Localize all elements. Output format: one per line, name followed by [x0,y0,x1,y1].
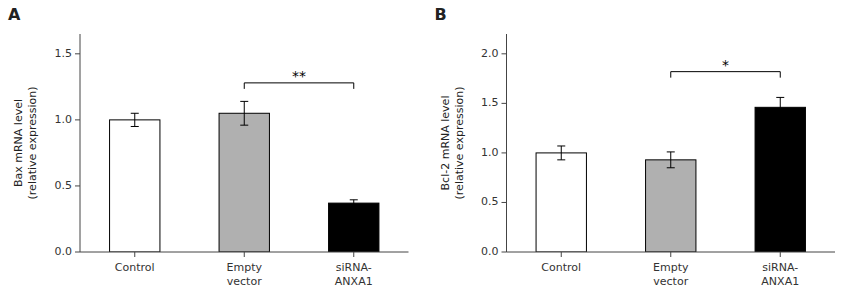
y-tick [75,53,80,54]
y-tick [502,53,507,54]
significance-label: * [722,57,729,73]
y-tick-label: 1.5 [481,96,499,109]
y-tick-label: 1.5 [55,47,73,60]
y-tick-label: 1.0 [481,146,499,159]
panel: B 0.0 0.5 1.0 1.5 2.0 Bcl-2 mRNA level(relativ… [435,5,836,288]
y-tick-label: 0.5 [55,179,73,192]
error-bar [557,146,565,160]
y-tick [75,119,80,120]
x-tick [134,252,135,257]
bar [536,153,586,252]
x-tick-label: Control [115,261,155,274]
y-axis-label: Bcl-2 mRNA level(relative expression) [439,87,466,200]
marks [536,97,805,252]
y-axis [506,34,507,252]
y-tick-label: 2.0 [481,47,499,60]
bar [646,160,696,252]
bar [329,203,379,252]
bar [110,120,160,252]
y-tick [502,152,507,153]
x-tick-label: Control [541,261,581,274]
marks [110,101,379,252]
panel: A 0.0 0.5 1.0 1.5 Bax mRNA level(relative exp… [8,5,409,288]
x-tick-label: Emptyvector [653,261,689,288]
y-tick [75,185,80,186]
x-tick-label: siRNA-ANXA1 [761,261,799,288]
x-tick-label: Emptyvector [227,261,263,288]
error-bar [667,152,675,168]
x-tick [780,252,781,257]
y-tick-label: 0.0 [55,245,73,258]
significance-label: ** [292,68,306,84]
y-tick [75,252,80,253]
y-tick [502,252,507,253]
y-axis [80,34,81,252]
x-tick [670,252,671,257]
panel-title: A [8,5,21,24]
y-axis-label: Bax mRNA level(relative expression) [12,87,39,200]
error-bar [350,200,358,207]
y-tick-label: 1.0 [55,113,73,126]
panel-title: B [435,5,447,24]
figure: A 0.0 0.5 1.0 1.5 Bax mRNA level(relative exp… [0,0,853,306]
y-tick-label: 0.5 [481,195,499,208]
bar [219,113,269,252]
x-tick [244,252,245,257]
error-bar [240,101,248,125]
error-bar [776,97,784,117]
bar [755,107,805,252]
x-tick [353,252,354,257]
y-tick-label: 0.0 [481,245,499,258]
y-tick [502,202,507,203]
error-bar [131,113,139,126]
y-tick [502,103,507,104]
x-tick [561,252,562,257]
x-tick-label: siRNA-ANXA1 [335,261,373,288]
